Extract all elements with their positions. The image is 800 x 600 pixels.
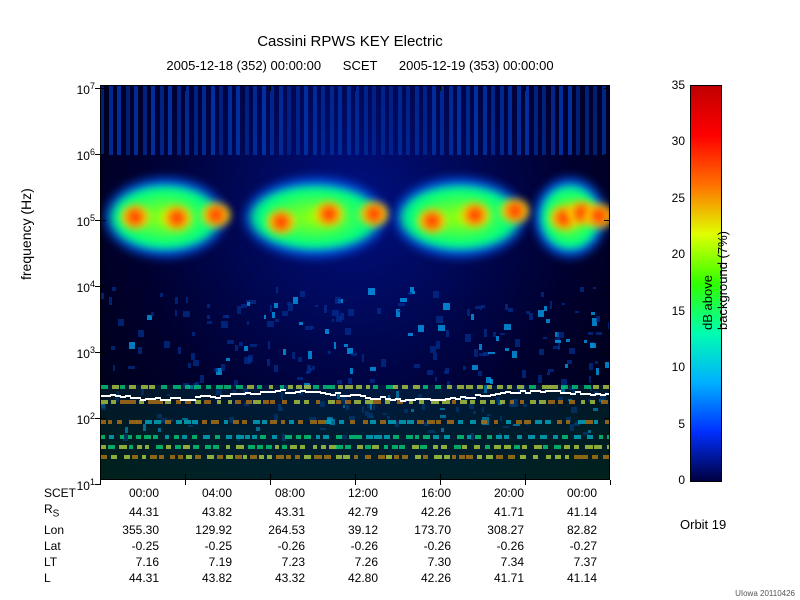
overlay-line xyxy=(570,393,576,395)
x-row-cell: -0.26 xyxy=(382,538,455,554)
y-tick-mark xyxy=(95,154,100,155)
x-tick-mark xyxy=(355,480,356,485)
x-row-header: RS xyxy=(40,501,90,522)
x-row-cell: 82.82 xyxy=(528,522,601,538)
x-row-cell: 42.79 xyxy=(309,501,382,522)
x-row-cell: 41.71 xyxy=(455,501,528,522)
y-tick-label: 103 xyxy=(60,345,95,361)
overlay-line xyxy=(165,399,171,401)
overlay-line xyxy=(225,395,231,397)
x-row-header: Lat xyxy=(40,538,90,554)
y-tick-mark xyxy=(95,286,100,287)
x-row-cell: 43.32 xyxy=(236,570,309,586)
x-row-cell: 7.23 xyxy=(236,554,309,570)
x-row-cell: 43.82 xyxy=(163,501,236,522)
x-row-header: L xyxy=(40,570,90,586)
x-row-cell: 7.30 xyxy=(382,554,455,570)
overlay-line xyxy=(605,393,610,395)
x-row-cell: -0.26 xyxy=(455,538,528,554)
colorbar-tick: 10 xyxy=(665,360,685,374)
x-row-cell: 00:00 xyxy=(528,485,601,501)
x-row-cell: 43.82 xyxy=(163,570,236,586)
x-tick-mark xyxy=(100,480,101,485)
x-row-cell: 308.27 xyxy=(455,522,528,538)
x-row-cell: 42.26 xyxy=(382,570,455,586)
x-row-cell: 42.26 xyxy=(382,501,455,522)
x-row-cell: 16:00 xyxy=(382,485,455,501)
subtitle-right: 2005-12-19 (353) 00:00:00 xyxy=(399,58,554,73)
chart-title: Cassini RPWS KEY Electric xyxy=(100,33,600,50)
x-row-cell: -0.25 xyxy=(163,538,236,554)
colorbar-tick: 5 xyxy=(665,417,685,431)
x-row-cell: 41.14 xyxy=(528,570,601,586)
y-tick-mark xyxy=(95,88,100,89)
x-row-cell: 129.92 xyxy=(163,522,236,538)
colorbar-tick: 35 xyxy=(665,78,685,92)
overlay-line xyxy=(255,393,261,395)
x-row-cell: 42.80 xyxy=(309,570,382,586)
y-tick-label: 104 xyxy=(60,279,95,295)
footer-label: UIowa 20110426 xyxy=(735,589,795,598)
y-tick-mark xyxy=(95,418,100,419)
overlay-line xyxy=(525,392,531,394)
colorbar-tick: 25 xyxy=(665,191,685,205)
y-tick-label: 107 xyxy=(60,81,95,97)
x-row-cell: -0.27 xyxy=(528,538,601,554)
overlay-line xyxy=(470,397,476,399)
overlay-line xyxy=(190,399,196,401)
x-row-cell: 7.37 xyxy=(528,554,601,570)
x-tick-mark xyxy=(185,480,186,485)
orbit-label: Orbit 19 xyxy=(680,517,726,532)
colorbar-tick: 30 xyxy=(665,134,685,148)
x-row-cell: -0.26 xyxy=(236,538,309,554)
colorbar-tick: 20 xyxy=(665,247,685,261)
x-row-cell: -0.25 xyxy=(90,538,163,554)
x-row-cell: 08:00 xyxy=(236,485,309,501)
overlay-line xyxy=(515,392,521,394)
x-row-cell: 173.70 xyxy=(382,522,455,538)
x-row-header: Lon xyxy=(40,522,90,538)
x-row-cell: 7.26 xyxy=(309,554,382,570)
x-tick-mark xyxy=(440,480,441,485)
x-row-cell: 355.30 xyxy=(90,522,163,538)
y-tick-label: 105 xyxy=(60,213,95,229)
x-row-cell: 41.14 xyxy=(528,501,601,522)
x-row-cell: 7.16 xyxy=(90,554,163,570)
subtitle-left: 2005-12-18 (352) 00:00:00 xyxy=(166,58,321,73)
x-row-cell: 20:00 xyxy=(455,485,528,501)
x-row-cell: 12:00 xyxy=(309,485,382,501)
y-tick-label: 102 xyxy=(60,411,95,427)
x-row-cell: 7.19 xyxy=(163,554,236,570)
x-row-cell: 04:00 xyxy=(163,485,236,501)
x-row-cell: 7.34 xyxy=(455,554,528,570)
overlay-line xyxy=(215,397,221,399)
x-row-cell: 44.31 xyxy=(90,501,163,522)
x-row-cell: 00:00 xyxy=(90,485,163,501)
colorbar-tick: 0 xyxy=(665,473,685,487)
y-tick-label: 106 xyxy=(60,147,95,163)
x-row-cell: 39.12 xyxy=(309,522,382,538)
subtitle-mid: SCET xyxy=(343,58,377,73)
x-row-cell: 43.31 xyxy=(236,501,309,522)
x-tick-mark xyxy=(610,480,611,485)
x-row-cell: 41.71 xyxy=(455,570,528,586)
x-row-header: LT xyxy=(40,554,90,570)
overlay-line xyxy=(375,398,381,400)
y-tick-label: 101 xyxy=(60,477,95,493)
x-tick-mark xyxy=(525,480,526,485)
x-axis-table: SCET00:0004:0008:0012:0016:0020:0000:00R… xyxy=(40,485,601,586)
x-row-cell: -0.26 xyxy=(309,538,382,554)
chart-subtitle: 2005-12-18 (352) 00:00:00 SCET 2005-12-1… xyxy=(100,58,620,73)
x-row-cell: 44.31 xyxy=(90,570,163,586)
colorbar-tick: 15 xyxy=(665,304,685,318)
y-tick-mark xyxy=(95,220,100,221)
spectrogram-plot xyxy=(100,85,610,480)
x-tick-mark xyxy=(270,480,271,485)
x-row-cell: 264.53 xyxy=(236,522,309,538)
y-axis-label: frequency (Hz) xyxy=(18,188,34,280)
y-tick-mark xyxy=(95,352,100,353)
colorbar-label: dB above background (7%) xyxy=(700,230,730,330)
